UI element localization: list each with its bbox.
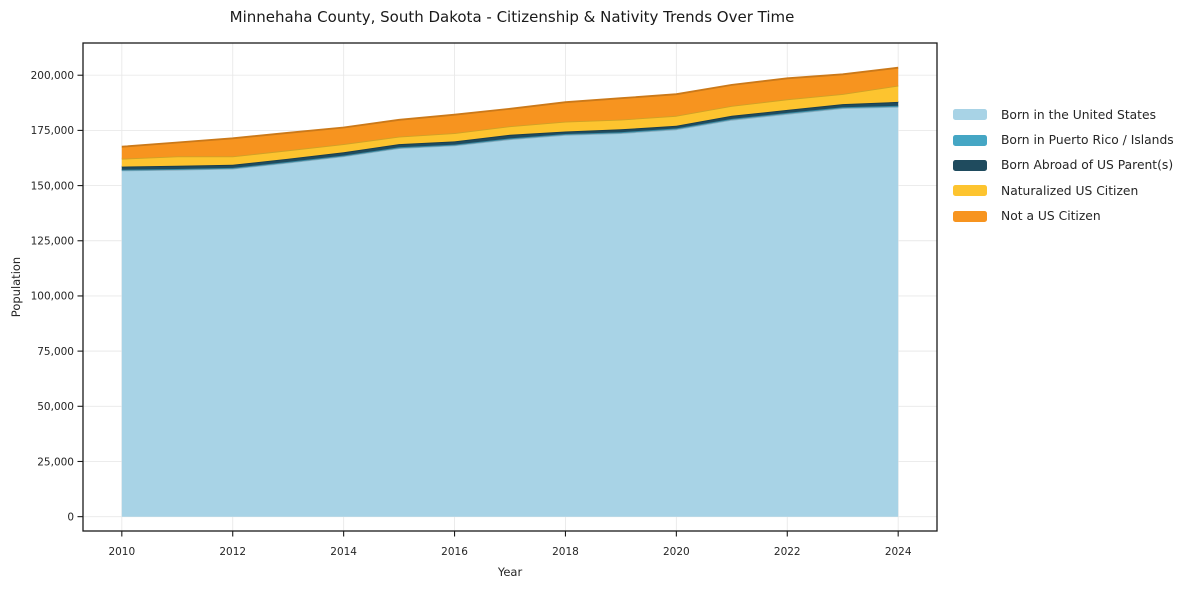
y-tick-label: 175,000 xyxy=(31,125,74,137)
y-tick-label: 150,000 xyxy=(31,180,74,192)
area-series-5 xyxy=(121,66,899,159)
x-tick-label: 2012 xyxy=(219,546,246,558)
legend-item: Born in Puerto Rico / Islands xyxy=(953,127,1174,152)
legend-item: Not a US Citizen xyxy=(953,204,1174,229)
tick-labels: 0 25,000 50,000 75,000 100,000 125,000 150,000… xyxy=(31,70,912,558)
chart-title: Minnehaha County, South Dakota - Citizen… xyxy=(229,8,795,26)
legend-label: Naturalized US Citizen xyxy=(1001,183,1139,198)
legend-label: Born in Puerto Rico / Islands xyxy=(1001,133,1174,148)
y-tick-label: 200,000 xyxy=(31,70,74,82)
legend-label: Born in the United States xyxy=(1001,107,1156,122)
y-tick-label: 75,000 xyxy=(37,346,74,358)
y-tick-label: 0 xyxy=(67,511,74,523)
x-tick-label: 2020 xyxy=(663,546,690,558)
y-tick-label: 100,000 xyxy=(31,291,74,303)
legend: Born in the United States Born in Puerto … xyxy=(953,102,1174,229)
x-tick-label: 2018 xyxy=(552,546,579,558)
plot-border xyxy=(82,42,938,532)
legend-swatch xyxy=(953,109,987,121)
y-tick-label: 50,000 xyxy=(37,401,74,413)
legend-item: Born in the United States xyxy=(953,102,1174,127)
legend-item: Born Abroad of US Parent(s) xyxy=(953,153,1174,178)
x-tick-label: 2014 xyxy=(330,546,357,558)
legend-item: Naturalized US Citizen xyxy=(953,178,1174,203)
x-tick-label: 2022 xyxy=(774,546,801,558)
axis-ticks xyxy=(77,74,899,537)
legend-swatch xyxy=(953,134,987,146)
x-tick-label: 2016 xyxy=(441,546,468,558)
y-axis-label: Population xyxy=(9,256,23,318)
y-tick-label: 125,000 xyxy=(31,236,74,248)
legend-swatch xyxy=(953,159,987,171)
legend-label: Not a US Citizen xyxy=(1001,209,1101,224)
area-series-1 xyxy=(121,105,899,517)
legend-swatch xyxy=(953,185,987,197)
x-axis-label: Year xyxy=(497,565,523,579)
y-tick-label: 25,000 xyxy=(37,456,74,468)
legend-label: Born Abroad of US Parent(s) xyxy=(1001,158,1174,173)
legend-swatch xyxy=(953,210,987,222)
x-tick-label: 2024 xyxy=(885,546,912,558)
x-tick-label: 2010 xyxy=(108,546,135,558)
